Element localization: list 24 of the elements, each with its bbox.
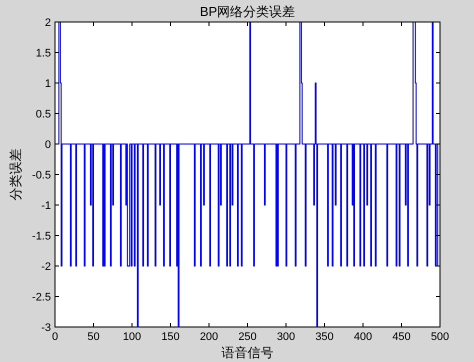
x-tick-label: 500 <box>430 331 450 343</box>
x-tick-label: 450 <box>392 331 411 343</box>
x-tick-label: 350 <box>315 331 334 343</box>
x-tick-label: 150 <box>161 331 180 343</box>
y-tick-label: 1 <box>44 78 51 90</box>
x-tick-label: 250 <box>238 331 257 343</box>
y-axis-title: 分类误差 <box>8 148 23 200</box>
y-tick-label: 2 <box>44 17 51 29</box>
x-tick-label: 100 <box>122 331 142 343</box>
x-tick-label: 50 <box>87 331 100 343</box>
y-tick-label: 0 <box>44 139 51 151</box>
y-tick-label: -1 <box>41 200 51 212</box>
chart-title: BP网络分类误差 <box>200 4 296 19</box>
y-tick-label: 1.5 <box>36 48 51 60</box>
y-tick-label: -2 <box>41 261 51 273</box>
x-tick-label: 200 <box>200 331 218 343</box>
x-axis-title: 语音信号 <box>222 345 274 360</box>
x-tick-label: 300 <box>276 331 296 343</box>
y-tick-label: -0.5 <box>32 170 51 182</box>
x-tick-label: 400 <box>354 331 372 343</box>
y-tick-label: -2.5 <box>32 292 51 304</box>
y-tick-label: -1.5 <box>32 230 51 242</box>
y-tick-label: -3 <box>41 322 51 334</box>
y-tick-label: 0.5 <box>36 108 51 120</box>
